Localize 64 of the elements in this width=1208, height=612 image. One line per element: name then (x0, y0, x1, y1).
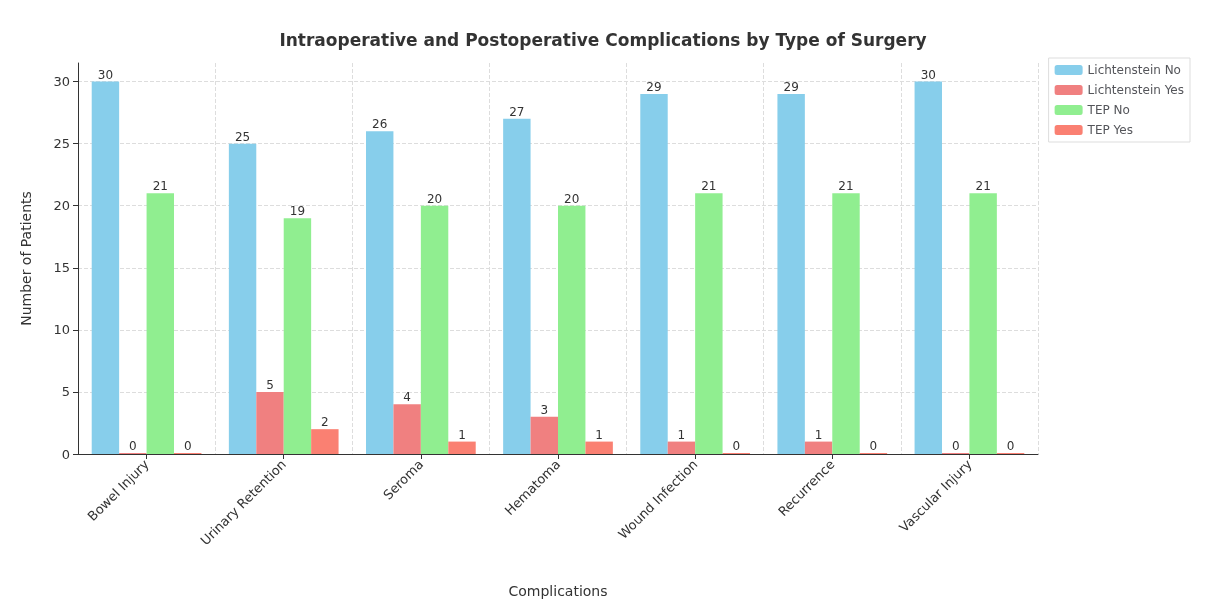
data-label: 29 (646, 80, 662, 95)
bar (393, 404, 421, 454)
chart-title: Intraoperative and Postoperative Complications by Type of Surgery (279, 29, 927, 50)
legend-label: Lichtenstein No (1087, 63, 1181, 77)
data-label: 20 (564, 191, 580, 206)
bar (969, 193, 997, 454)
y-tick-label: 5 (61, 384, 70, 400)
y-tick-label: 20 (53, 198, 70, 214)
x-axis-title: Complications (508, 583, 608, 599)
y-tick-label: 0 (61, 446, 70, 462)
bar (585, 441, 613, 454)
data-label: 30 (920, 67, 936, 82)
bar (667, 441, 696, 454)
bar (448, 441, 476, 454)
data-label: 30 (97, 67, 114, 82)
data-label: 21 (975, 179, 991, 194)
bar (366, 131, 394, 454)
y-tick-label: 15 (53, 260, 70, 276)
data-label: 5 (266, 377, 274, 392)
data-label: 29 (783, 80, 799, 95)
data-label: 0 (183, 439, 192, 453)
bar (777, 94, 805, 454)
bar (256, 391, 284, 454)
data-label: 3 (540, 402, 549, 417)
legend-label: Lichtenstein Yes (1087, 83, 1185, 97)
y-tick-label: 25 (53, 136, 70, 152)
legend-label: TEP Yes (1086, 123, 1133, 137)
bar (914, 81, 942, 454)
bar (503, 118, 531, 454)
bar (420, 205, 449, 454)
data-label: 2 (321, 415, 329, 430)
bar (558, 205, 586, 454)
y-axis-title: Number of Patients (18, 191, 34, 326)
bar (530, 416, 558, 454)
bar (283, 218, 312, 454)
bar (311, 429, 339, 454)
bar (91, 81, 120, 454)
data-label: 0 (732, 439, 741, 453)
legend-label: TEP No (1086, 103, 1130, 117)
y-tick-label: 10 (53, 322, 70, 338)
bar (695, 193, 723, 454)
data-label: 1 (458, 427, 466, 442)
data-label: 4 (403, 390, 411, 405)
data-label: 1 (814, 427, 823, 442)
data-label: 21 (701, 179, 717, 194)
data-label: 19 (289, 204, 306, 219)
data-label: 0 (129, 439, 137, 453)
data-label: 26 (372, 117, 388, 132)
data-label: 20 (426, 191, 443, 206)
data-label: 1 (677, 427, 686, 442)
data-label: 0 (1006, 439, 1015, 453)
data-label: 1 (595, 427, 603, 442)
data-label: 21 (152, 179, 168, 194)
bar (804, 441, 833, 454)
data-label: 0 (869, 439, 878, 453)
data-label: 27 (509, 104, 525, 119)
bar (228, 143, 257, 454)
y-tick-label: 30 (53, 74, 70, 90)
bar (832, 193, 860, 454)
data-label: 25 (234, 129, 251, 144)
bar (640, 94, 668, 454)
data-label: 21 (838, 179, 854, 194)
bar (146, 193, 174, 454)
data-label: 0 (951, 439, 960, 453)
